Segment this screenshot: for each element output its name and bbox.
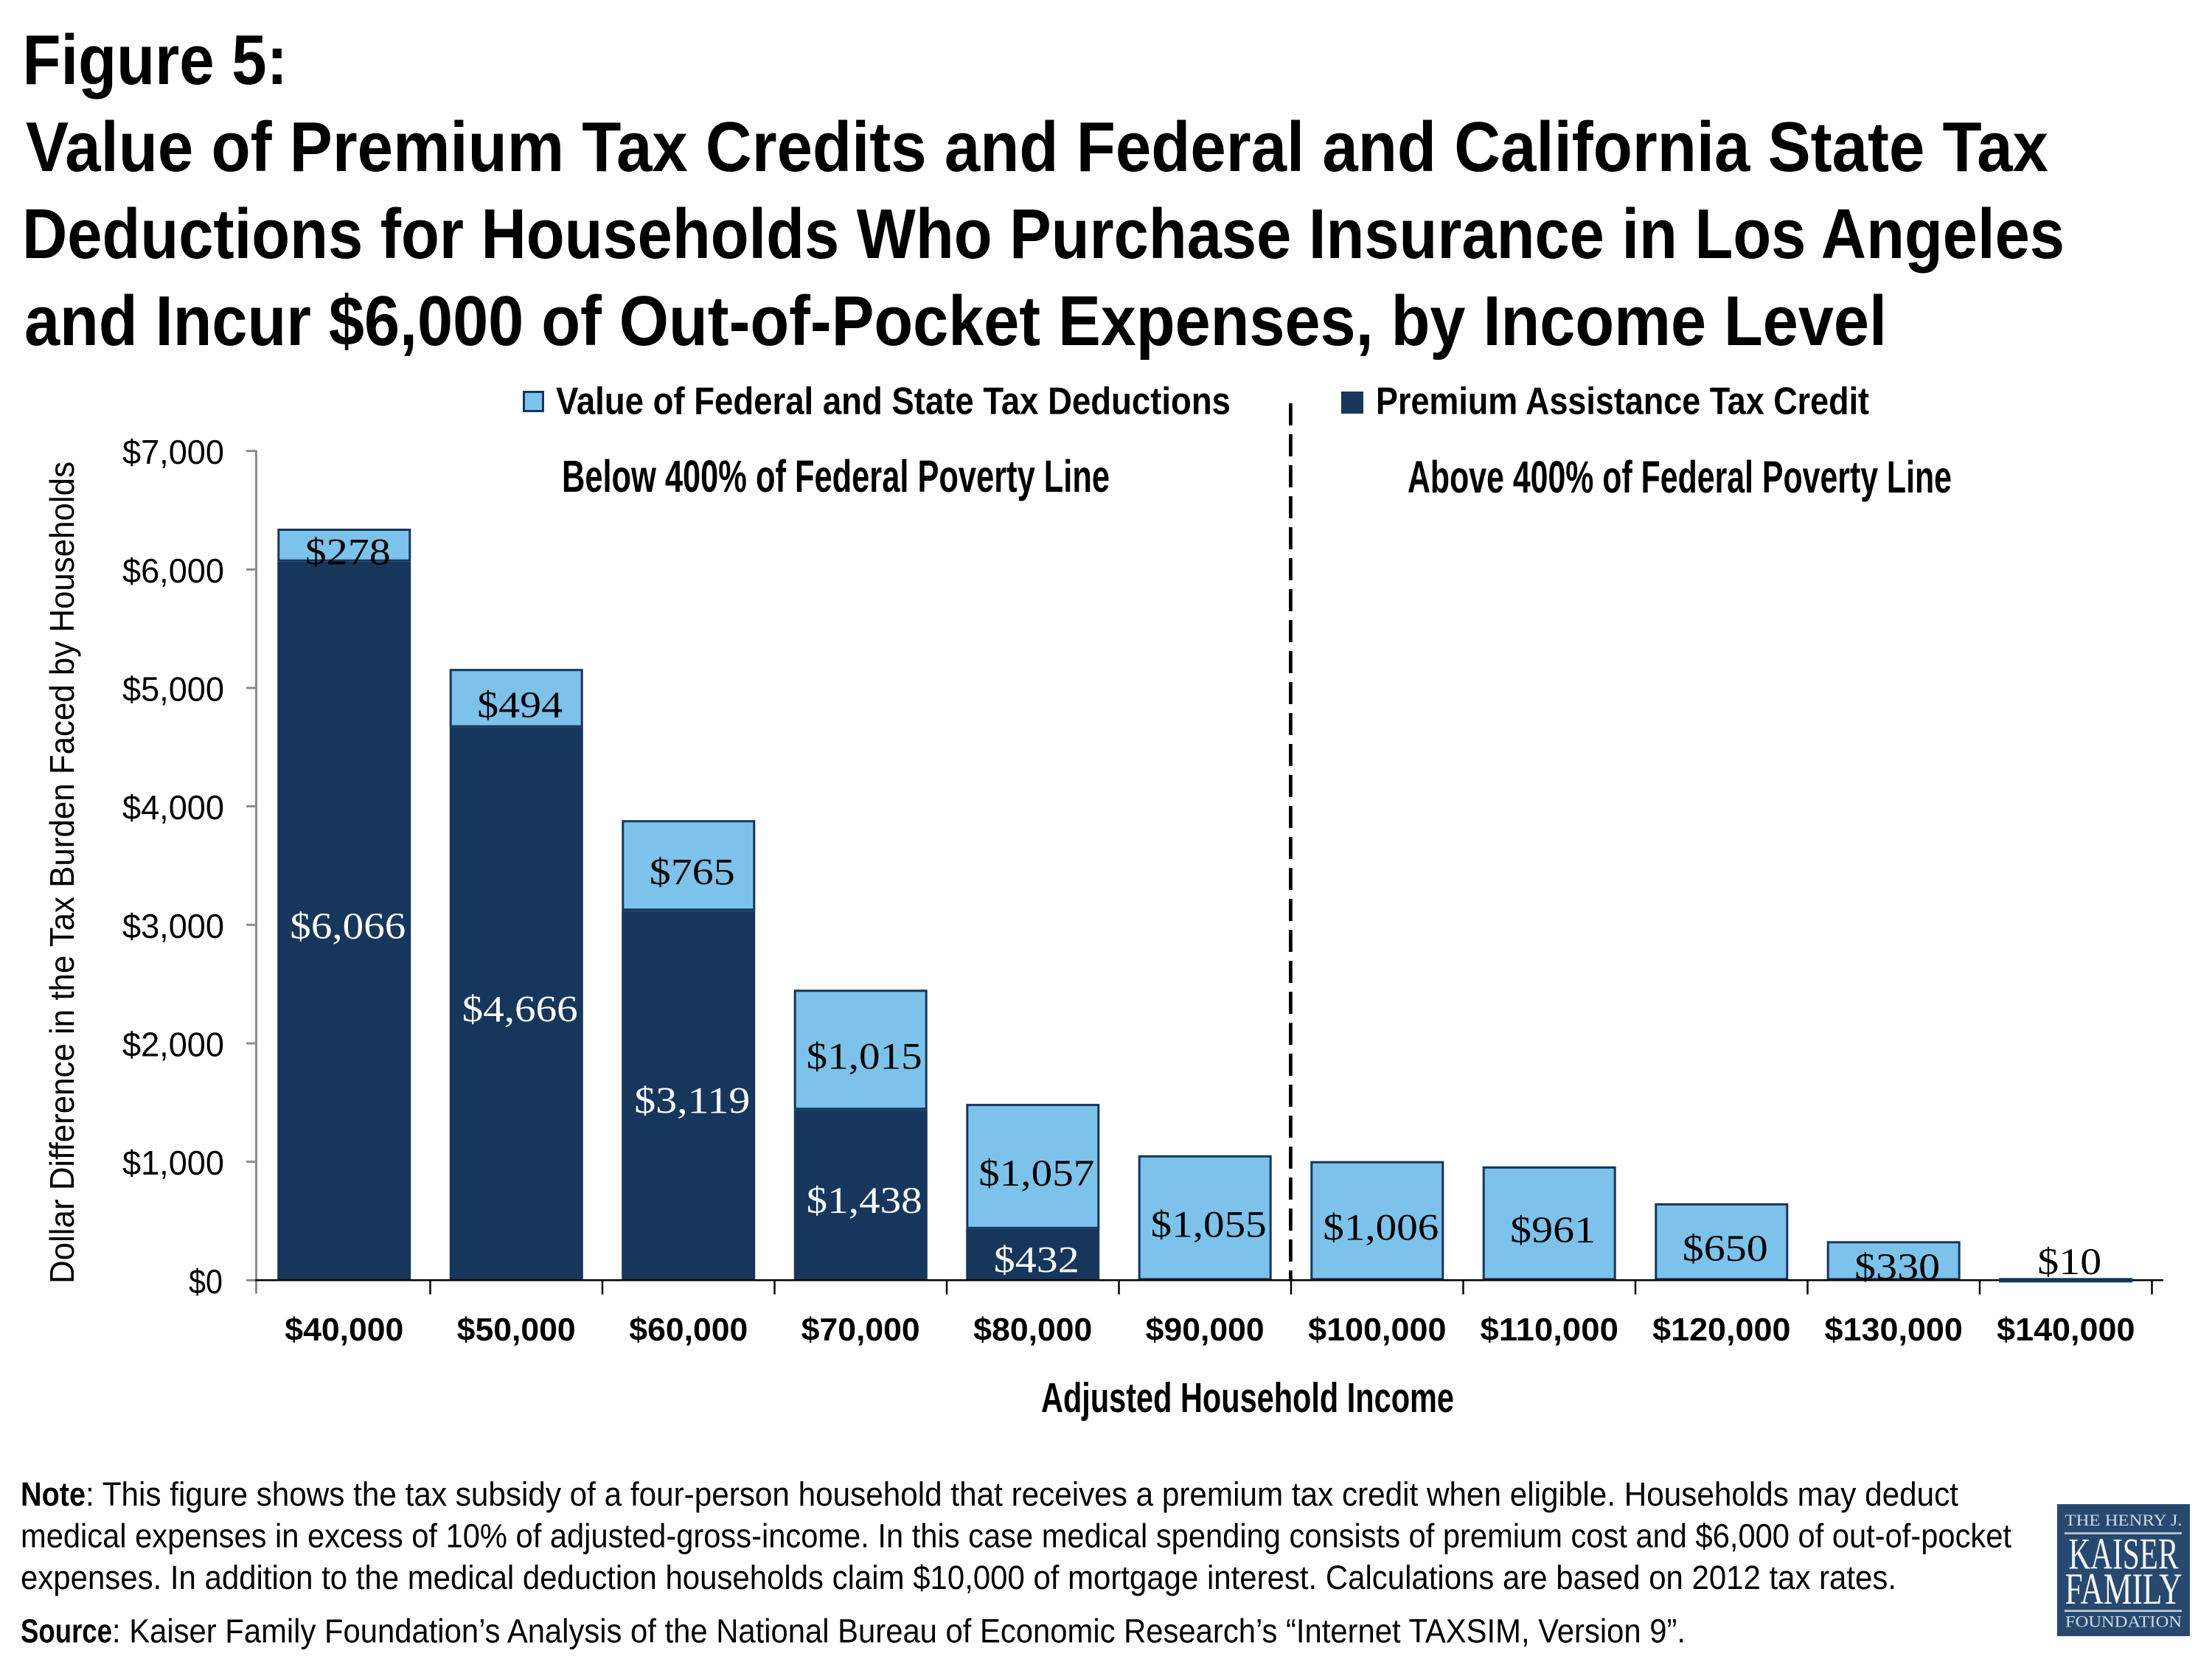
svg-text:$765: $765	[650, 852, 735, 894]
svg-text:: This figure shows the tax su: : This figure shows the tax subsidy of a…	[86, 1475, 1958, 1513]
svg-text:$4,000: $4,000	[122, 788, 224, 827]
svg-text:$432: $432	[994, 1240, 1079, 1281]
svg-text:$6,066: $6,066	[290, 906, 406, 947]
svg-text:Premium Assistance Tax Credit: Premium Assistance Tax Credit	[1376, 380, 1869, 423]
svg-text:$961: $961	[1510, 1210, 1596, 1251]
svg-text:$1,438: $1,438	[807, 1180, 922, 1222]
svg-text:Figure 5:: Figure 5:	[23, 21, 288, 100]
svg-text:$650: $650	[1683, 1228, 1768, 1270]
svg-text:$1,015: $1,015	[807, 1037, 922, 1078]
svg-text:and Incur $6,000 of Out-of-Poc: and Incur $6,000 of Out-of-Pocket Expens…	[24, 282, 1887, 361]
svg-text:$10: $10	[2037, 1242, 2101, 1283]
svg-text:Deductions for Households Who: Deductions for Households Who Purchase I…	[22, 195, 2065, 274]
svg-text:$110,000: $110,000	[1481, 1312, 1618, 1348]
svg-text:$1,006: $1,006	[1323, 1208, 1439, 1249]
svg-text:$50,000: $50,000	[457, 1312, 576, 1348]
svg-text:Value of Federal and State Tax: Value of Federal and State Tax Deduction…	[556, 380, 1231, 423]
svg-text:medical expenses in excess of: medical expenses in excess of 10% of adj…	[21, 1517, 2011, 1555]
svg-text:THE HENRY J.: THE HENRY J.	[2065, 1511, 2183, 1529]
svg-text:$130,000: $130,000	[1825, 1312, 1963, 1348]
svg-text:FAMILY: FAMILY	[2065, 1565, 2183, 1613]
svg-text:: Kaiser Family Foundation’s: : Kaiser Family Foundation’s Analysis of…	[112, 1612, 1686, 1649]
svg-text:$3,119: $3,119	[634, 1081, 750, 1122]
svg-text:$278: $278	[305, 532, 391, 573]
svg-text:$2,000: $2,000	[122, 1026, 224, 1064]
svg-text:$1,057: $1,057	[978, 1153, 1094, 1194]
svg-text:KAISER: KAISER	[2069, 1530, 2179, 1579]
svg-text:Adjusted Household Income: Adjusted Household Income	[1041, 1374, 1454, 1422]
svg-text:$1,000: $1,000	[122, 1144, 224, 1182]
svg-text:$330: $330	[1854, 1247, 1940, 1288]
svg-text:$90,000: $90,000	[1146, 1312, 1265, 1348]
svg-text:FOUNDATION: FOUNDATION	[2065, 1613, 2182, 1631]
svg-text:$140,000: $140,000	[1997, 1312, 2135, 1348]
svg-text:$70,000: $70,000	[801, 1312, 920, 1348]
svg-text:$60,000: $60,000	[629, 1312, 748, 1348]
svg-text:Above 400% of Federal Poverty: Above 400% of Federal Poverty Line	[1408, 452, 1952, 502]
svg-text:$0: $0	[189, 1262, 223, 1301]
svg-text:$6,000: $6,000	[122, 552, 224, 590]
svg-text:$3,000: $3,000	[122, 907, 224, 945]
svg-text:$4,666: $4,666	[462, 990, 578, 1031]
svg-text:Value of Premium Tax Credits a: Value of Premium Tax Credits and Federal…	[26, 108, 2048, 187]
svg-text:$80,000: $80,000	[973, 1312, 1092, 1348]
svg-text:$120,000: $120,000	[1652, 1312, 1790, 1348]
svg-text:$494: $494	[477, 685, 563, 726]
svg-text:$40,000: $40,000	[285, 1312, 403, 1348]
svg-text:Source: Source	[21, 1612, 112, 1649]
svg-text:Note: Note	[21, 1475, 86, 1513]
svg-text:$100,000: $100,000	[1308, 1312, 1446, 1348]
svg-text:$7,000: $7,000	[122, 433, 224, 471]
svg-text:$5,000: $5,000	[122, 670, 224, 709]
svg-text:$1,055: $1,055	[1151, 1205, 1267, 1246]
svg-text:Below 400% of Federal Poverty: Below 400% of Federal Poverty Line	[562, 451, 1110, 501]
svg-text:expenses. In addition to the m: expenses. In addition to the medical ded…	[21, 1559, 1896, 1596]
svg-text:Dollar Difference in the Tax B: Dollar Difference in the Tax Burden Face…	[43, 462, 81, 1284]
